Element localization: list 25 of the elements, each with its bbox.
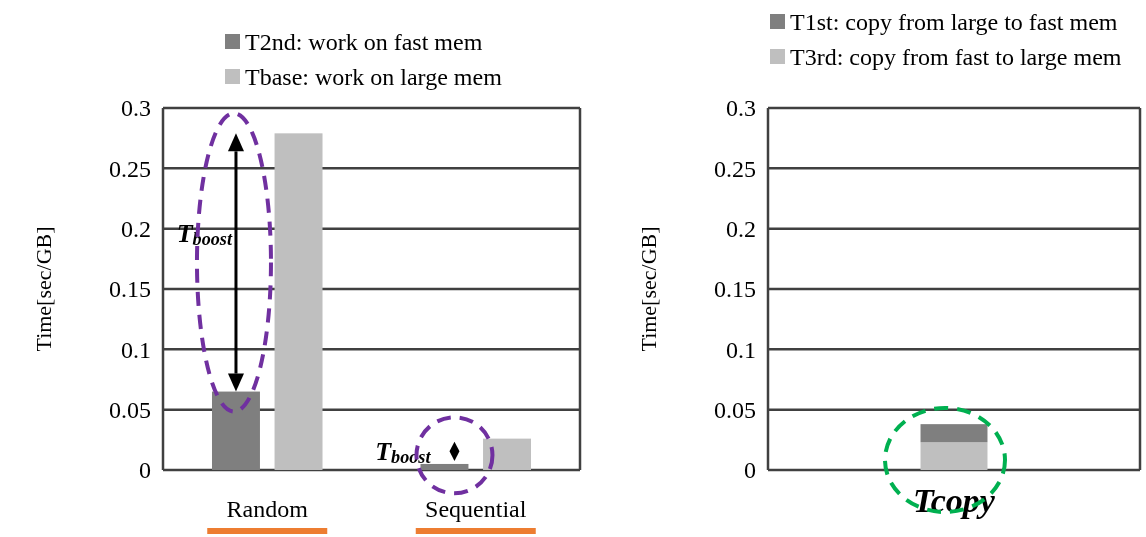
legend-label: T2nd: work on fast mem [245, 29, 483, 56]
y-tick-label: 0.15 [109, 276, 151, 303]
y-tick-label: 0.25 [714, 155, 756, 182]
x-tick-label: Random [226, 496, 309, 522]
x-tick-label: Sequential [425, 496, 527, 522]
y-tick-label: 0.3 [726, 95, 756, 122]
y-tick-label: 0.3 [121, 95, 151, 122]
bar [212, 391, 260, 470]
bar [483, 438, 531, 470]
legend-label: T1st: copy from large to fast mem [790, 9, 1118, 36]
y-tick-label: 0 [139, 457, 151, 484]
y-tick-label: 0.05 [714, 397, 756, 424]
y-tick-label: 0.2 [726, 216, 756, 243]
y-tick-label: 0.1 [726, 336, 756, 363]
y-axis-title: Time[sec/GB] [31, 226, 56, 352]
bar [420, 463, 469, 470]
y-tick-label: 0.25 [109, 155, 151, 182]
y-tick-label: 0.2 [121, 216, 151, 243]
y-tick-label: 0.05 [109, 397, 151, 424]
y-axis-title: Time[sec/GB] [636, 226, 661, 352]
y-tick-label: 0.1 [121, 336, 151, 363]
legend-label: T3rd: copy from fast to large mem [790, 44, 1122, 71]
legend-label: Tbase: work on large mem [245, 64, 503, 91]
y-tick-label: 0 [744, 457, 756, 484]
y-tick-label: 0.15 [714, 276, 756, 303]
